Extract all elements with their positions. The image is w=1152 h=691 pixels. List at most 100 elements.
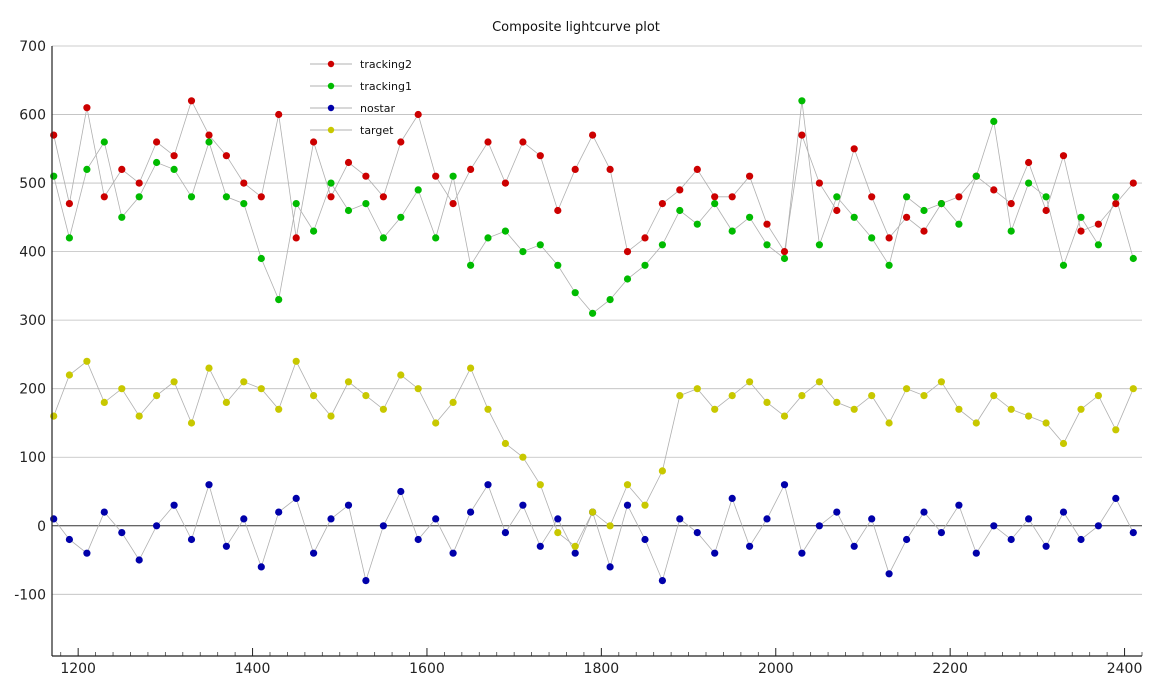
data-point-nostar — [676, 515, 684, 523]
data-point-target — [1112, 426, 1120, 434]
x-tick-label: 2200 — [932, 661, 968, 677]
data-point-target — [798, 392, 806, 400]
data-point-nostar — [327, 515, 335, 523]
data-point-tracking1 — [1077, 213, 1085, 221]
data-point-target — [50, 412, 58, 420]
data-point-tracking1 — [1059, 261, 1068, 269]
data-point-tracking1 — [833, 193, 841, 201]
x-tick-label: 2000 — [758, 661, 794, 677]
data-point-tracking1 — [1025, 179, 1033, 187]
data-point-tracking2 — [327, 193, 335, 201]
data-point-tracking2 — [833, 206, 841, 215]
data-point-tracking2 — [1129, 179, 1137, 187]
data-point-tracking2 — [571, 165, 579, 173]
data-point-tracking2 — [868, 193, 876, 201]
data-point-tracking1 — [711, 200, 719, 208]
data-point-tracking1 — [850, 213, 858, 221]
data-point-tracking2 — [240, 179, 248, 187]
data-point-target — [571, 542, 579, 550]
data-point-nostar — [519, 501, 527, 509]
data-point-tracking2 — [484, 138, 492, 146]
data-point-tracking2 — [850, 145, 858, 153]
data-point-nostar — [1007, 535, 1015, 544]
legend-label-tracking2: tracking2 — [360, 58, 412, 71]
data-point-tracking1 — [623, 275, 632, 283]
data-point-nostar — [1042, 542, 1050, 550]
y-tick-label: 400 — [19, 245, 46, 261]
data-point-nostar — [310, 549, 318, 557]
data-point-target — [1059, 439, 1068, 448]
data-point-tracking2 — [292, 234, 300, 242]
data-point-tracking2 — [606, 165, 614, 173]
data-point-target — [118, 385, 126, 393]
data-point-nostar — [414, 535, 422, 544]
legend-swatch-marker — [327, 126, 335, 134]
data-point-tracking1 — [501, 227, 509, 235]
data-point-tracking1 — [187, 193, 196, 201]
data-point-nostar — [397, 487, 405, 496]
data-point-tracking2 — [118, 165, 126, 173]
data-point-target — [693, 385, 701, 393]
data-point-tracking1 — [554, 261, 562, 269]
y-tick-label: 200 — [19, 382, 46, 398]
gridlines — [52, 45, 1142, 595]
data-point-nostar — [240, 515, 248, 523]
data-point-target — [170, 378, 178, 386]
legend-swatch-marker — [327, 60, 335, 68]
data-point-tracking1 — [432, 234, 440, 242]
data-point-target — [292, 357, 300, 365]
data-point-target — [65, 371, 73, 379]
data-point-tracking1 — [972, 172, 980, 180]
data-point-tracking1 — [641, 261, 649, 269]
data-point-target — [815, 378, 824, 386]
data-point-nostar — [658, 577, 667, 585]
data-point-tracking2 — [187, 97, 196, 105]
data-point-target — [467, 364, 475, 372]
data-point-target — [780, 412, 789, 420]
data-point-tracking2 — [135, 179, 143, 187]
data-point-tracking2 — [658, 200, 667, 208]
legend-label-tracking1: tracking1 — [360, 80, 412, 93]
y-tick-label: 700 — [19, 39, 46, 55]
data-point-tracking2 — [432, 172, 440, 180]
data-point-tracking2 — [379, 193, 387, 201]
data-point-target — [903, 385, 911, 393]
data-point-nostar — [222, 542, 230, 550]
data-point-tracking1 — [449, 172, 457, 180]
data-point-tracking2 — [449, 200, 457, 208]
data-point-tracking1 — [344, 206, 353, 215]
data-point-tracking2 — [83, 104, 91, 112]
data-point-target — [746, 378, 754, 386]
data-point-nostar — [1077, 535, 1085, 544]
data-point-nostar — [257, 563, 265, 571]
data-point-target — [850, 405, 858, 413]
data-point-nostar — [187, 535, 196, 544]
data-point-nostar — [344, 501, 353, 509]
y-tick-label: 500 — [19, 176, 46, 192]
data-point-nostar — [693, 529, 701, 537]
data-point-target — [920, 392, 928, 400]
data-point-tracking1 — [275, 296, 283, 304]
data-point-tracking2 — [746, 172, 754, 180]
data-point-tracking2 — [467, 165, 475, 173]
data-point-target — [955, 405, 963, 413]
data-point-nostar — [868, 515, 876, 523]
data-point-nostar — [501, 529, 509, 537]
data-point-nostar — [1025, 515, 1033, 523]
data-point-target — [676, 392, 684, 400]
y-tick-label: 100 — [19, 450, 46, 466]
data-point-target — [240, 378, 248, 386]
data-point-tracking1 — [292, 200, 300, 208]
data-point-tracking2 — [1007, 200, 1015, 208]
data-point-tracking2 — [1059, 152, 1068, 160]
data-point-tracking1 — [589, 309, 597, 317]
data-point-tracking2 — [798, 131, 806, 139]
data-point-tracking1 — [990, 117, 998, 125]
data-point-target — [83, 357, 91, 365]
data-point-nostar — [432, 515, 440, 523]
data-point-tracking1 — [519, 248, 527, 256]
data-point-tracking2 — [257, 193, 265, 201]
y-tick-label: -100 — [14, 587, 46, 603]
data-point-target — [868, 392, 876, 400]
series-line-tracking2 — [53, 99, 1134, 253]
